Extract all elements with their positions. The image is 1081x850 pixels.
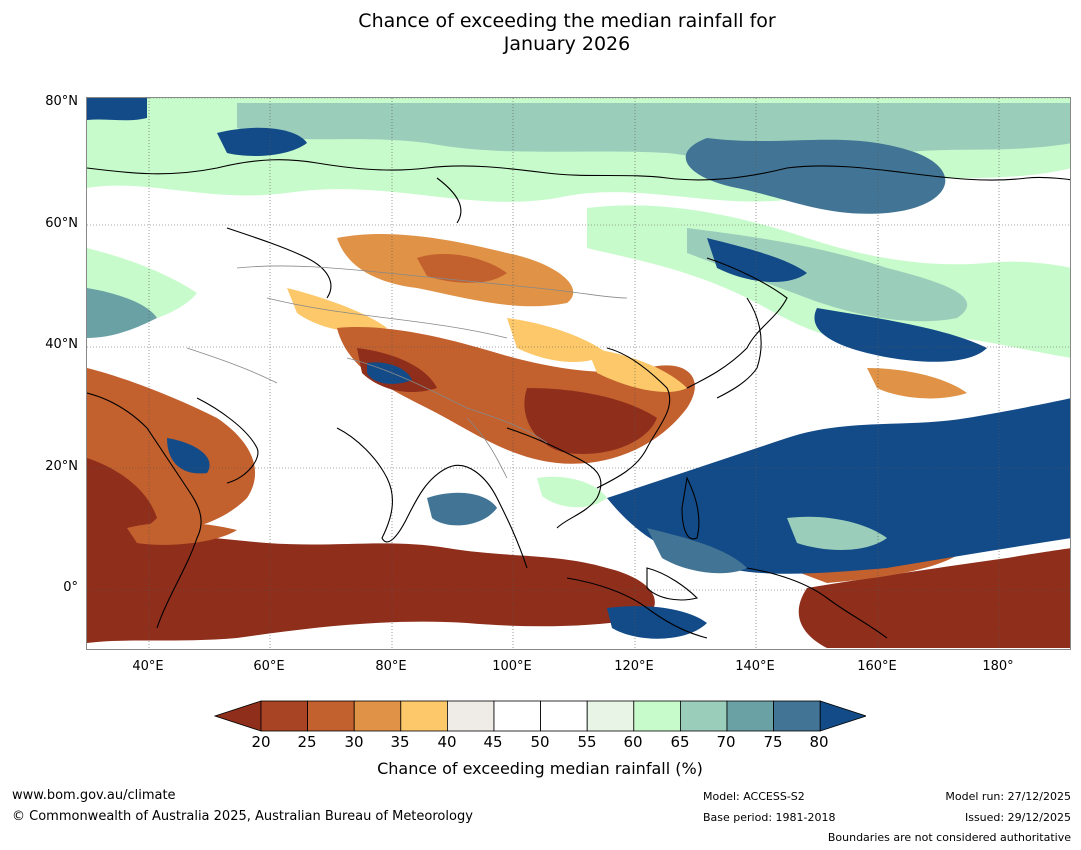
lon-label-100e: 100°E	[492, 659, 532, 674]
lon-label-80e: 80°E	[375, 659, 407, 674]
colorbar-tick: 30	[344, 733, 364, 751]
lon-label-120e: 120°E	[614, 659, 654, 674]
colorbar-tick: 60	[623, 733, 643, 751]
colorbar-segment	[633, 700, 681, 732]
graticule	[87, 98, 1070, 649]
model-run-date: Model run: 27/12/2025	[945, 790, 1071, 803]
colorbar-tick: 25	[297, 733, 317, 751]
region-equatorial-pacific-dry	[798, 548, 1070, 648]
colorbar-segment	[493, 700, 541, 732]
colorbar-segment	[726, 700, 774, 732]
lon-label-180: 180°	[982, 659, 1014, 674]
colorbar-segment	[353, 700, 402, 732]
region-northwest-blue	[217, 127, 307, 156]
region-siberia-teal	[687, 228, 968, 322]
region-east-asia-blue	[707, 238, 807, 283]
lat-label-40n: 40°N	[45, 337, 78, 352]
colorbar-tick: 80	[809, 733, 829, 751]
chart-title: Chance of exceeding the median rainfall …	[0, 10, 1081, 56]
lat-label-60n: 60°N	[45, 216, 78, 231]
colorbar-segment	[307, 700, 355, 732]
colorbar-segment	[586, 700, 635, 732]
rainfall-probability-map	[86, 97, 1071, 650]
colorbar-tick: 20	[251, 733, 271, 751]
colorbar-tick: 35	[390, 733, 410, 751]
lon-label-40e: 40°E	[132, 659, 164, 674]
lat-label-80n: 80°N	[45, 94, 78, 109]
colorbar-segment	[679, 700, 728, 732]
lon-label-160e: 160°E	[857, 659, 897, 674]
lon-label-60e: 60°E	[253, 659, 285, 674]
colorbar-segment	[540, 700, 588, 732]
colorbar-tick: 70	[716, 733, 736, 751]
title-line-2: January 2026	[503, 33, 631, 55]
coastlines	[87, 159, 1070, 639]
region-arctic-blue	[685, 138, 946, 214]
website-link[interactable]: www.bom.gov.au/climate	[12, 788, 176, 803]
colorbar-segment	[400, 700, 448, 732]
colorbar-tick: 45	[483, 733, 503, 751]
colorbar-tick: 75	[763, 733, 783, 751]
political-boundaries	[186, 265, 628, 479]
map-canvas	[87, 98, 1070, 649]
colorbar	[214, 700, 866, 732]
colorbar-segment	[773, 700, 821, 732]
lat-label-20n: 20°N	[45, 459, 78, 474]
lon-label-140e: 140°E	[735, 659, 775, 674]
region-bay-of-bengal-wet	[427, 492, 497, 526]
base-period: Base period: 1981-2018	[703, 811, 836, 824]
colorbar-extend-high	[819, 700, 866, 732]
issued-date: Issued: 29/12/2025	[964, 811, 1071, 824]
copyright-notice: © Commonwealth of Australia 2025, Austra…	[12, 809, 473, 824]
colorbar-tick: 55	[577, 733, 597, 751]
lat-label-equator: 0°	[63, 580, 78, 595]
colorbar-tick: 50	[530, 733, 550, 751]
title-line-1: Chance of exceeding the median rainfall …	[358, 10, 776, 32]
colorbar-label: Chance of exceeding median rainfall (%)	[377, 759, 703, 778]
region-indonesia-wet	[607, 606, 707, 639]
model-name: Model: ACCESS-S2	[703, 790, 805, 803]
colorbar-segment	[446, 700, 495, 732]
region-equatorial-indian-ocean-dry	[87, 533, 655, 643]
colorbar-tick: 65	[670, 733, 690, 751]
boundaries-disclaimer: Boundaries are not considered authoritat…	[827, 831, 1071, 844]
colorbar-tick: 40	[437, 733, 457, 751]
colorbar-segment	[260, 700, 308, 732]
colorbar-extend-low	[214, 700, 262, 732]
